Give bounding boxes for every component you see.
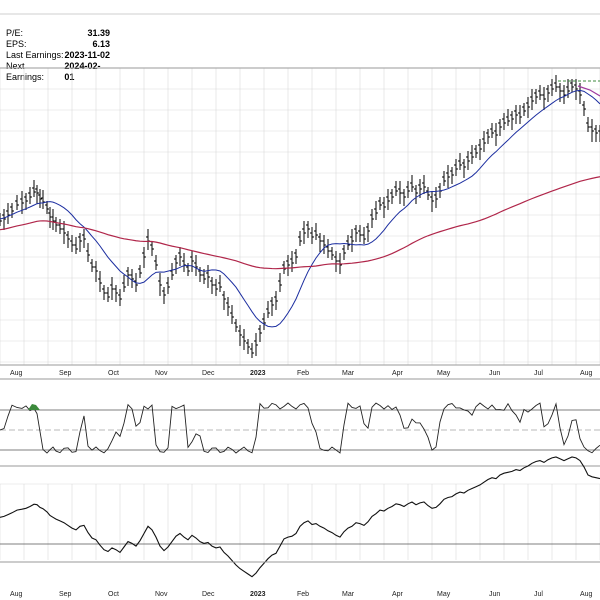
last-earnings-label: Last Earnings: [6, 50, 64, 60]
rsi-overbought-fill [28, 404, 40, 410]
x-tick-label: May [437, 370, 451, 377]
next-earnings-row: Next Earnings: 2024-02-01 [6, 61, 110, 83]
x-tick-label-bottom: Dec [202, 591, 215, 598]
x-tick-label: Dec [202, 370, 215, 377]
eps-value: 6.13 [92, 39, 110, 49]
last-earnings-value: 2023-11-02 [64, 50, 110, 60]
pe-label: P/E: [6, 28, 24, 38]
x-tick-label-bottom: Sep [59, 591, 72, 598]
indicator-line [0, 456, 600, 578]
x-tick-label-bottom: Aug [580, 591, 593, 598]
eps-label: EPS: [6, 39, 27, 49]
x-tick-label: Aug [10, 370, 23, 377]
pe-row: P/E: 31.39 [6, 28, 110, 39]
pe-value: 31.39 [87, 28, 110, 38]
x-tick-label-bottom: 2023 [250, 591, 266, 598]
x-tick-label-bottom: Jun [489, 591, 500, 598]
next-earnings-value: 2024-02-01 [64, 61, 101, 82]
x-tick-label: Aug [580, 370, 593, 377]
x-tick-label-bottom: Feb [297, 591, 309, 598]
x-tick-label: 2023 [250, 370, 266, 377]
next-earnings-label: Next Earnings: [6, 61, 45, 82]
x-tick-label: Jul [534, 370, 543, 377]
x-tick-label-bottom: May [437, 591, 451, 598]
x-tick-label-bottom: Aug [10, 591, 23, 598]
x-tick-label: Feb [297, 370, 309, 377]
ma50-line [0, 89, 600, 328]
x-tick-label: Sep [59, 370, 72, 377]
x-tick-label: Apr [392, 370, 404, 377]
x-tick-label-bottom: Apr [392, 591, 404, 598]
x-tick-label-bottom: Nov [155, 591, 168, 598]
x-tick-label: Mar [342, 370, 355, 377]
x-tick-label-bottom: Oct [108, 591, 119, 598]
rsi-line [0, 402, 600, 454]
eps-row: EPS: 6.13 [6, 39, 110, 50]
x-tick-label: Jun [489, 370, 500, 377]
last-earnings-row: Last Earnings: 2023-11-02 [6, 50, 110, 61]
x-tick-label: Oct [108, 370, 119, 377]
stock-info-panel: P/E: 31.39 EPS: 6.13 Last Earnings: 2023-11… [6, 28, 110, 83]
x-tick-label: Nov [155, 370, 168, 377]
ma-short-line [577, 85, 600, 97]
x-tick-label-bottom: Mar [342, 591, 355, 598]
ma200-line [0, 176, 600, 270]
x-tick-label-bottom: Jul [534, 591, 543, 598]
